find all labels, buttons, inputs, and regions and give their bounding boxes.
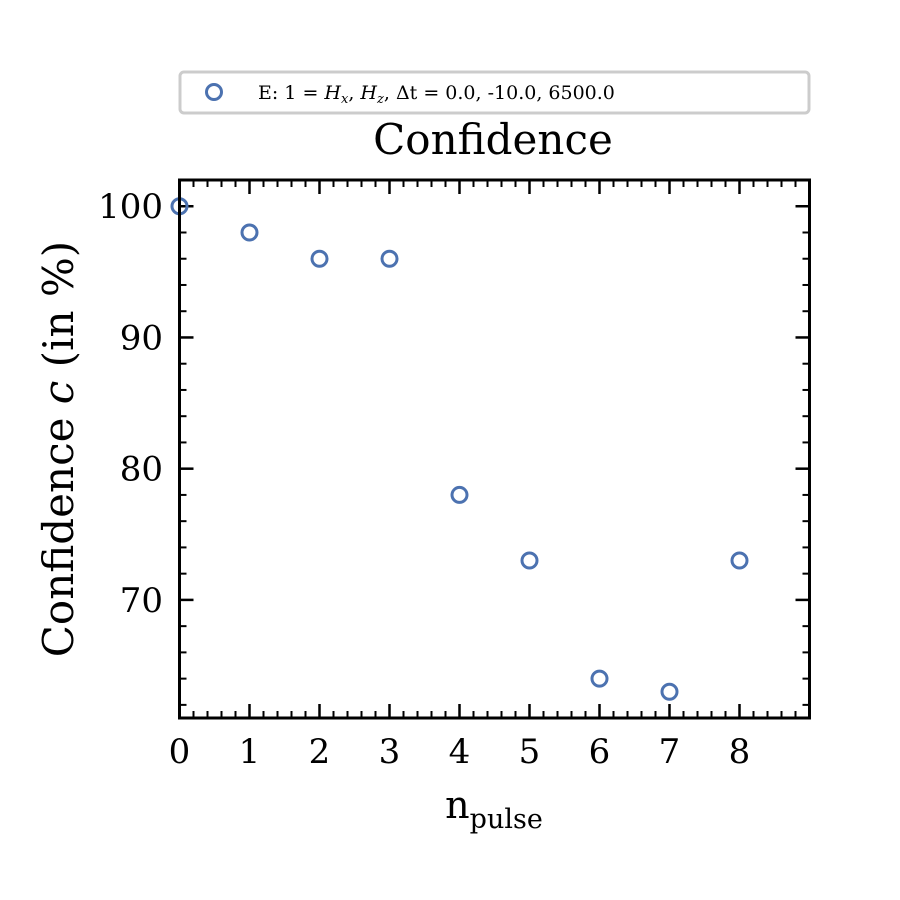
x-tick-label: 0 xyxy=(169,732,191,772)
legend: E: 1 = Hx, Hz, Δt = 0.0, -10.0, 6500.0 xyxy=(178,70,811,115)
x-tick-label: 7 xyxy=(659,732,681,772)
x-tick-label: 3 xyxy=(379,732,401,772)
y-tick-label: 100 xyxy=(98,187,163,227)
legend-frame xyxy=(178,70,811,115)
y-tick-label: 70 xyxy=(120,581,163,621)
x-tick-label: 5 xyxy=(519,732,541,772)
legend-label: E: 1 = Hx, Hz, Δt = 0.0, -10.0, 6500.0 xyxy=(258,82,615,107)
data-point xyxy=(310,249,329,268)
data-point xyxy=(450,485,469,504)
x-tick-label: 6 xyxy=(589,732,611,772)
x-axis-label: npulse xyxy=(445,783,543,835)
data-point xyxy=(590,669,609,688)
x-tick-label: 8 xyxy=(729,732,751,772)
x-tick-label: 1 xyxy=(239,732,261,772)
axis-tick-labels: 0 1 2 3 4 5 6 7 8 70 80 90 100 xyxy=(98,187,750,772)
data-point xyxy=(240,223,259,242)
y-axis-label: Confidence c (in %) xyxy=(34,241,83,657)
plot-frame xyxy=(178,178,811,720)
legend-marker xyxy=(205,83,223,101)
data-point xyxy=(660,682,679,701)
axis-ticks xyxy=(178,179,811,718)
x-tick-label: 4 xyxy=(449,732,471,772)
y-tick-label: 90 xyxy=(120,318,163,358)
chart-title: Confidence xyxy=(373,115,613,164)
x-tick-label: 2 xyxy=(309,732,331,772)
data-points xyxy=(170,197,749,701)
data-point xyxy=(380,249,399,268)
data-point xyxy=(520,551,539,570)
y-tick-label: 80 xyxy=(120,450,163,490)
data-point xyxy=(730,551,749,570)
